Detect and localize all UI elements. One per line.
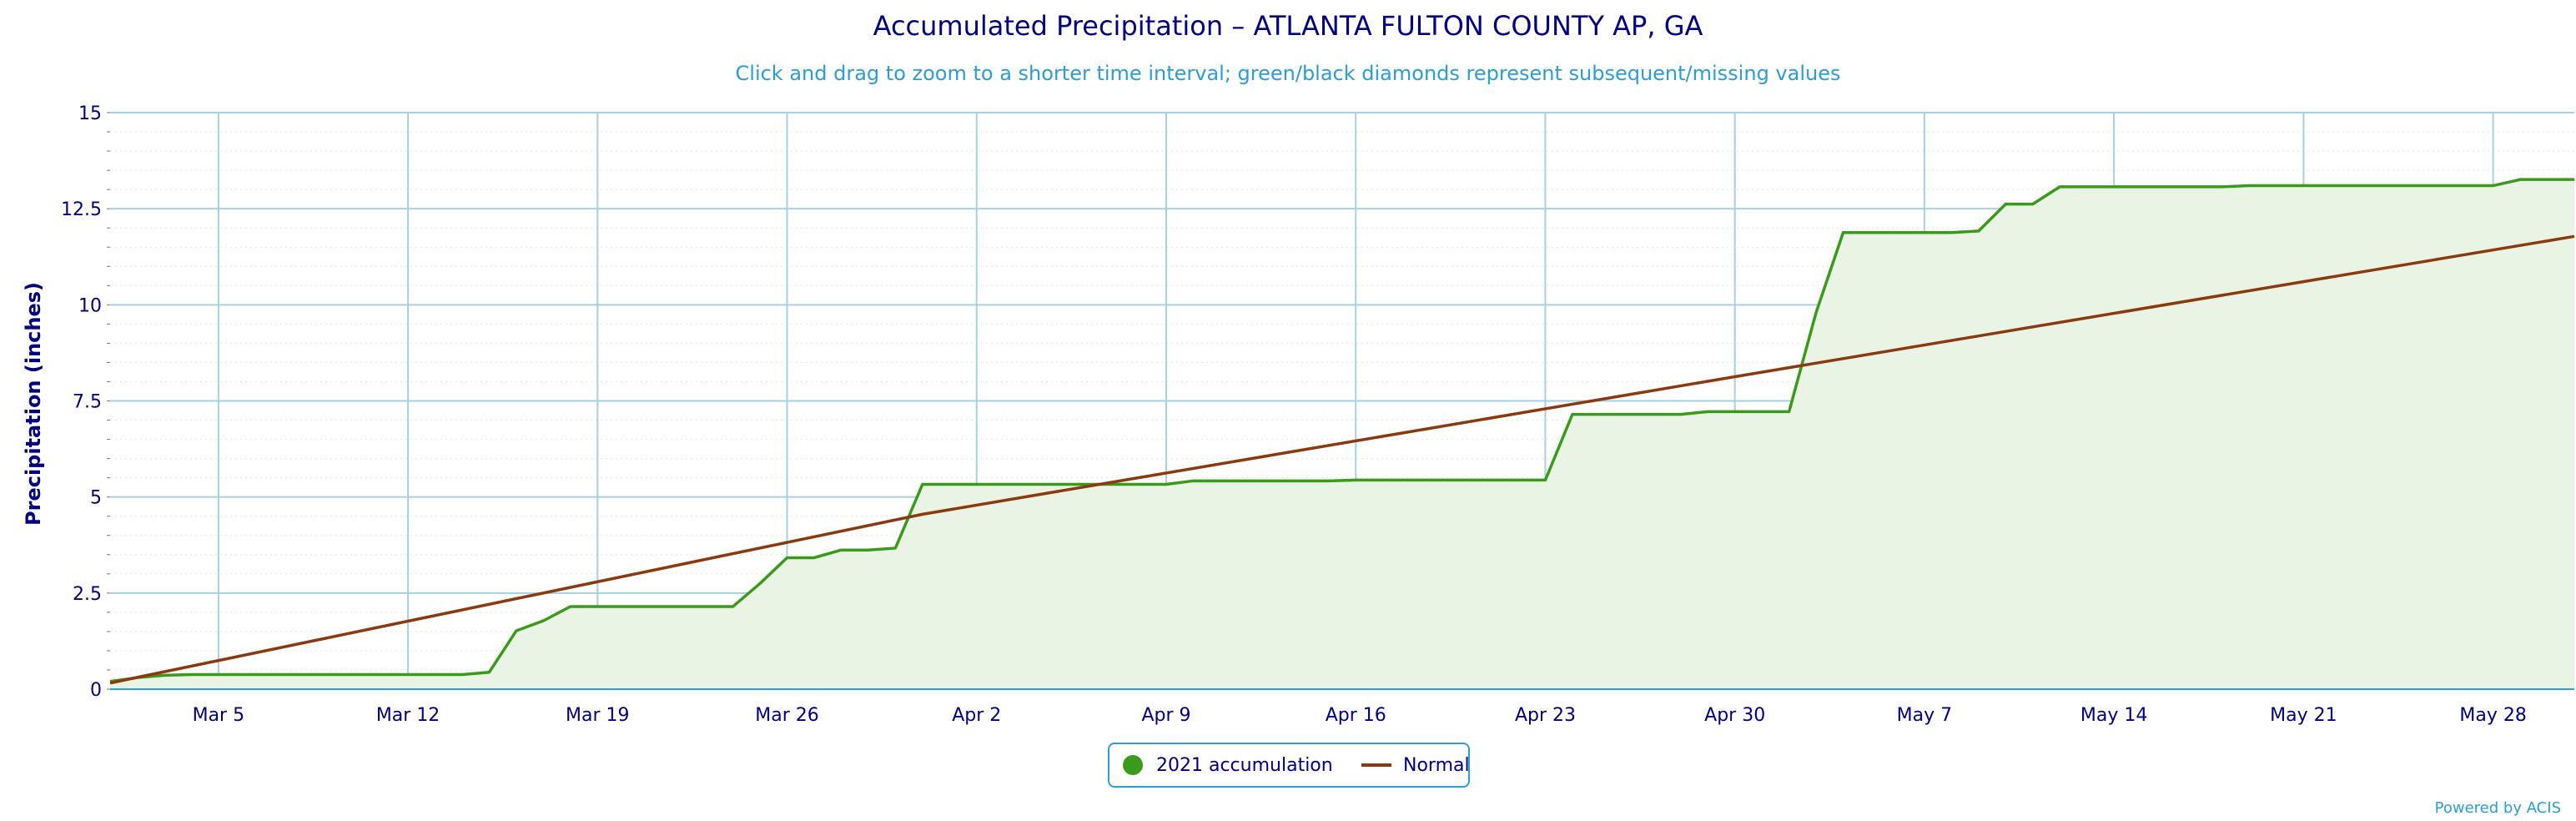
series-line-layer — [109, 178, 2575, 685]
y-axis-title: Precipitation (inches) — [22, 282, 45, 526]
y-tick-label: 0 — [90, 680, 102, 701]
legend-marker-icon — [1123, 755, 1143, 775]
y-tick-label: 2.5 — [73, 584, 102, 605]
x-tick-label: May 21 — [2270, 705, 2337, 726]
axes: 0 2.5 5 7.5 10 12.5 15 Mar 5 Mar 12 Mar 19 Mar 26 A… — [61, 103, 2574, 726]
x-tick-label: May 7 — [1897, 705, 1952, 726]
x-tick-label: Mar 12 — [376, 705, 440, 726]
y-tick-label: 12.5 — [61, 199, 102, 220]
legend-line-icon — [1361, 763, 1391, 767]
legend-label: Normal — [1403, 754, 1470, 776]
x-tick-label: Apr 30 — [1704, 705, 1765, 726]
x-tick-label: Apr 9 — [1141, 705, 1190, 726]
x-tick-label: May 14 — [2080, 705, 2147, 726]
legend-item-2021-accumulation[interactable]: 2021 accumulation — [1123, 744, 1333, 786]
x-tick-label: Mar 19 — [566, 705, 630, 726]
chart-legend: 2021 accumulation Normal — [1108, 743, 1470, 788]
y-tick-label: 7.5 — [73, 392, 102, 413]
x-tick-label: Apr 2 — [952, 705, 1001, 726]
x-tick-label: Apr 16 — [1326, 705, 1386, 726]
series-line-normal — [109, 234, 2575, 685]
y-tick-label: 10 — [78, 295, 102, 316]
legend-label: 2021 accumulation — [1156, 754, 1333, 776]
series-area-layer — [110, 179, 2574, 689]
legend-item-normal[interactable]: Normal — [1361, 744, 1470, 786]
credits-link[interactable]: Powered by ACIS — [2434, 799, 2561, 817]
series-line-2021-accumulation — [109, 178, 2574, 683]
y-tick-label: 5 — [90, 488, 102, 509]
x-tick-label: Mar 5 — [193, 705, 245, 726]
y-tick-label: 15 — [78, 103, 102, 124]
x-tick-label: Mar 26 — [755, 705, 819, 726]
chart-title: Accumulated Precipitation – ATLANTA FULT… — [873, 10, 1703, 42]
x-tick-label: Apr 23 — [1515, 705, 1576, 726]
series-area-2021-accumulation — [110, 179, 2574, 689]
chart-subtitle: Click and drag to zoom to a shorter time… — [735, 62, 1841, 85]
x-tick-label: May 28 — [2459, 705, 2526, 726]
